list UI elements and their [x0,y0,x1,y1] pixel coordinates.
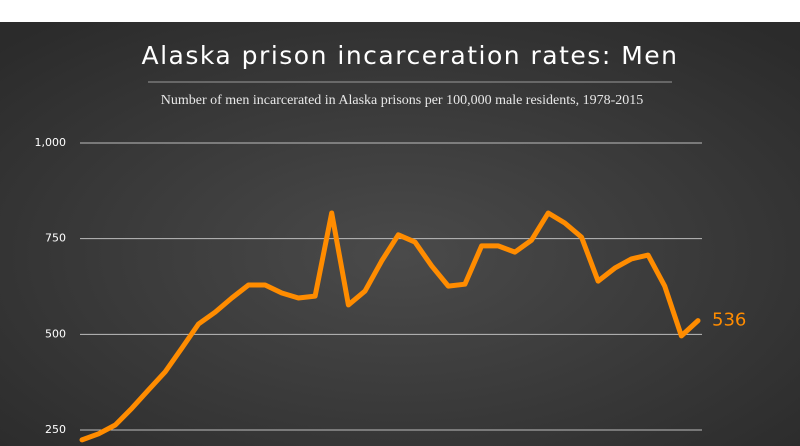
y-tick-label: 250 [45,423,66,436]
line-series [79,210,701,443]
y-tick-label: 1,000 [35,136,67,149]
chart-subtitle: Number of men incarcerated in Alaska pri… [161,93,643,108]
y-tick-label: 500 [45,327,66,340]
y-tick-label: 750 [45,232,66,245]
chart-title: Alaska prison incarceration rates: Men [141,41,678,70]
end-value-label: 536 [712,310,746,331]
